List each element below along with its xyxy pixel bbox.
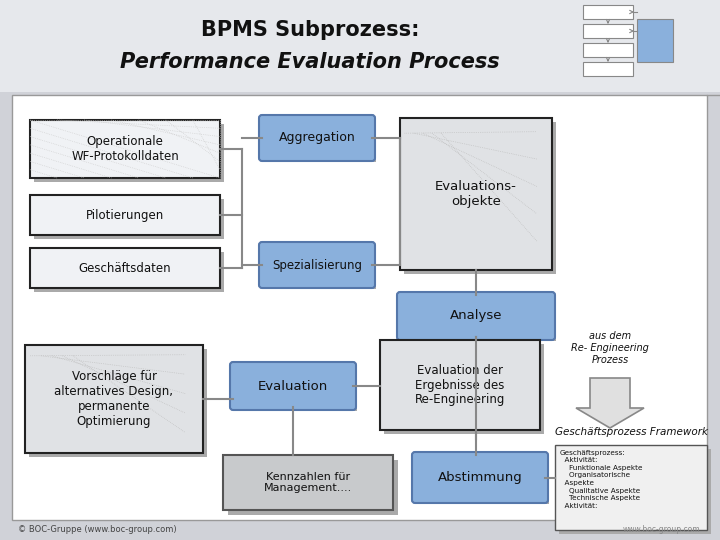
Text: Geschäftsprozess:
  Aktivität:
    Funktionale Aspekte
    Organisatorische
  As: Geschäftsprozess: Aktivität: Funktionale…: [560, 450, 642, 509]
FancyBboxPatch shape: [412, 452, 548, 503]
FancyBboxPatch shape: [259, 242, 375, 288]
Text: Operationale
WF-Protokolldaten: Operationale WF-Protokolldaten: [71, 135, 179, 163]
FancyBboxPatch shape: [380, 340, 540, 430]
FancyBboxPatch shape: [230, 362, 356, 410]
Text: Geschäftsprozess Framework: Geschäftsprozess Framework: [555, 427, 708, 437]
FancyBboxPatch shape: [419, 459, 549, 504]
FancyBboxPatch shape: [30, 248, 220, 288]
FancyBboxPatch shape: [25, 345, 203, 453]
FancyBboxPatch shape: [583, 5, 633, 19]
FancyBboxPatch shape: [404, 299, 556, 341]
Polygon shape: [576, 378, 644, 428]
Text: www.boc-group.com: www.boc-group.com: [622, 525, 700, 535]
Text: aus dem
Re- Engineering
Prozess: aus dem Re- Engineering Prozess: [571, 332, 649, 364]
FancyBboxPatch shape: [583, 24, 633, 38]
FancyBboxPatch shape: [583, 62, 633, 76]
Text: Spezialisierung: Spezialisierung: [272, 259, 362, 272]
FancyBboxPatch shape: [555, 445, 707, 530]
FancyBboxPatch shape: [400, 118, 552, 270]
Text: Analyse: Analyse: [450, 309, 503, 322]
Text: Pilotierungen: Pilotierungen: [86, 208, 164, 221]
Text: Performance Evaluation Process: Performance Evaluation Process: [120, 52, 500, 72]
FancyBboxPatch shape: [223, 455, 393, 510]
FancyBboxPatch shape: [12, 95, 707, 520]
Text: Abstimmung: Abstimmung: [438, 471, 523, 484]
Text: Evaluations-
objekte: Evaluations- objekte: [435, 180, 517, 208]
FancyBboxPatch shape: [29, 349, 207, 457]
FancyBboxPatch shape: [0, 0, 720, 92]
FancyBboxPatch shape: [266, 122, 376, 162]
FancyBboxPatch shape: [559, 449, 711, 534]
FancyBboxPatch shape: [34, 252, 224, 292]
Text: Evaluation der
Ergebnisse des
Re-Engineering: Evaluation der Ergebnisse des Re-Enginee…: [415, 363, 505, 407]
Text: Evaluation: Evaluation: [258, 380, 328, 393]
FancyBboxPatch shape: [397, 292, 555, 340]
Text: © BOC-Gruppe (www.boc-group.com): © BOC-Gruppe (www.boc-group.com): [18, 525, 176, 535]
Text: Geschäftsdaten: Geschäftsdaten: [78, 261, 171, 274]
FancyBboxPatch shape: [34, 199, 224, 239]
FancyBboxPatch shape: [384, 344, 544, 434]
Text: Kennzahlen für
Management....: Kennzahlen für Management....: [264, 472, 352, 494]
Text: BPMS Subprozess:: BPMS Subprozess:: [201, 20, 419, 40]
FancyBboxPatch shape: [266, 249, 376, 289]
FancyBboxPatch shape: [583, 43, 633, 57]
FancyBboxPatch shape: [259, 115, 375, 161]
FancyBboxPatch shape: [30, 195, 220, 235]
Text: Aggregation: Aggregation: [279, 132, 356, 145]
FancyBboxPatch shape: [34, 124, 224, 182]
Text: Vorschläge für
alternatives Design,
permanente
Optimierung: Vorschläge für alternatives Design, perm…: [55, 370, 174, 428]
FancyBboxPatch shape: [228, 460, 398, 515]
FancyBboxPatch shape: [30, 120, 220, 178]
FancyBboxPatch shape: [637, 19, 673, 62]
FancyBboxPatch shape: [404, 122, 556, 274]
FancyBboxPatch shape: [237, 369, 357, 411]
